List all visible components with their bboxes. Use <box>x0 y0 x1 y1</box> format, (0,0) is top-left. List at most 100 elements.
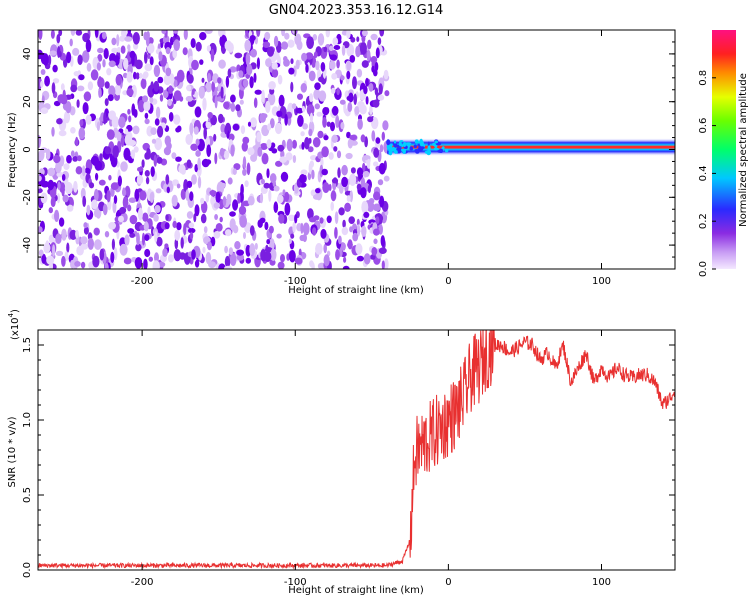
noise-blob <box>102 59 106 68</box>
signal-blob <box>424 150 430 154</box>
noise-blob <box>137 207 143 221</box>
noise-blob <box>54 209 60 222</box>
noise-blob <box>365 96 369 105</box>
noise-blob <box>94 239 102 251</box>
noise-blob <box>217 77 222 84</box>
noise-blob <box>229 211 236 217</box>
noise-blob <box>179 96 184 102</box>
noise-blob <box>245 52 251 66</box>
noise-blob <box>206 144 212 157</box>
noise-blob <box>225 75 230 88</box>
noise-blob <box>300 222 304 234</box>
colorbar-tick-label: 0.4 <box>698 165 709 181</box>
noise-blob <box>318 90 327 102</box>
noise-blob <box>173 79 178 88</box>
noise-blob <box>228 133 235 141</box>
noise-blob <box>318 76 325 83</box>
y-tick-label: 0.5 <box>22 487 33 503</box>
noise-blob <box>280 150 285 159</box>
noise-blob <box>85 114 92 125</box>
noise-blob <box>139 72 143 79</box>
noise-blob <box>266 239 271 245</box>
noise-blob <box>261 89 265 103</box>
noise-blob <box>87 81 94 91</box>
noise-blob <box>215 191 221 204</box>
noise-blob <box>149 96 154 104</box>
noise-blob <box>103 48 109 60</box>
noise-blob <box>218 263 226 269</box>
noise-blob <box>104 231 110 238</box>
noise-blob <box>104 146 112 155</box>
noise-blob <box>168 85 173 94</box>
noise-blob <box>189 122 194 135</box>
noise-blob <box>108 222 116 230</box>
noise-blob <box>210 48 215 62</box>
noise-blob <box>249 225 255 236</box>
y-tick-label: 0.0 <box>22 562 33 578</box>
noise-blob <box>185 134 193 145</box>
colorbar-tick-label: 0.8 <box>698 70 709 86</box>
noise-blob <box>272 180 276 188</box>
noise-blob <box>154 252 159 263</box>
noise-blob <box>49 50 57 56</box>
noise-blob <box>356 183 362 191</box>
noise-blob <box>191 249 196 260</box>
noise-blob <box>363 211 370 218</box>
noise-blob <box>106 189 111 203</box>
noise-blob <box>226 193 232 205</box>
noise-blob <box>80 236 88 245</box>
noise-blob <box>82 50 90 63</box>
noise-blob <box>271 62 278 70</box>
noise-blob <box>40 69 46 75</box>
noise-blob <box>383 175 390 182</box>
noise-blob <box>176 125 182 132</box>
noise-blob <box>90 155 99 166</box>
noise-blob <box>38 149 45 161</box>
noise-blob <box>379 144 384 153</box>
noise-blob <box>301 52 308 62</box>
noise-blob <box>90 69 99 81</box>
noise-blob <box>38 30 43 40</box>
noise-blob <box>70 84 78 93</box>
spectrogram-ylabel: Frequency (Hz) <box>7 112 18 188</box>
noise-blob <box>313 51 318 58</box>
noise-blob <box>185 95 193 102</box>
noise-blob <box>116 34 120 47</box>
noise-blob <box>366 49 371 62</box>
noise-blob <box>46 255 55 265</box>
noise-blob <box>189 191 194 202</box>
noise-blob <box>286 138 293 152</box>
noise-blob <box>213 202 220 209</box>
noise-blob <box>51 126 55 137</box>
noise-blob <box>154 231 158 243</box>
noise-blob <box>172 220 177 229</box>
noise-blob <box>145 35 150 47</box>
noise-blob <box>61 255 66 267</box>
noise-blob <box>128 115 132 123</box>
noise-blob <box>153 214 159 222</box>
noise-blob <box>56 118 63 125</box>
signal-blob <box>398 141 402 147</box>
noise-blob <box>284 191 290 202</box>
noise-blob <box>264 221 269 231</box>
noise-blob <box>346 60 352 71</box>
noise-blob <box>173 39 180 51</box>
noise-blob <box>176 183 181 189</box>
noise-blob <box>135 243 142 252</box>
noise-blob <box>123 57 129 70</box>
noise-blob <box>52 78 60 84</box>
noise-blob <box>45 148 51 160</box>
noise-blob <box>246 64 253 76</box>
noise-blob <box>147 206 151 215</box>
x-tick-label: -200 <box>131 276 154 287</box>
noise-blob <box>232 123 240 131</box>
noise-blob <box>246 162 251 176</box>
noise-blob <box>262 41 271 48</box>
noise-blob <box>151 138 157 144</box>
noise-blob <box>158 51 163 62</box>
signal-blob <box>397 148 402 154</box>
noise-blob <box>288 214 296 221</box>
spectrogram-xlabel: Height of straight line (km) <box>288 285 424 296</box>
noise-blob <box>204 30 213 34</box>
